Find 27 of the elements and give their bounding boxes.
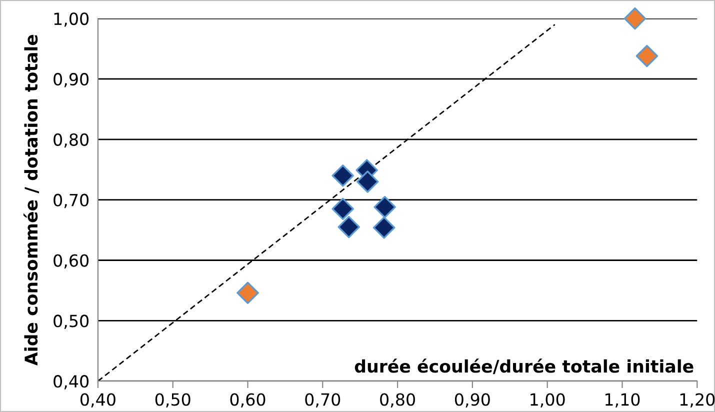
point — [624, 7, 646, 30]
point — [372, 216, 396, 239]
x-tick-label: 0,80 — [380, 393, 415, 408]
y-tick-label: 0,40 — [54, 375, 89, 390]
y-tick-label: 0,90 — [54, 72, 89, 88]
y-tick-label: 0,70 — [54, 194, 89, 208]
y-tick-label: 1,00 — [54, 12, 89, 27]
y-tick-label: 0,80 — [54, 133, 89, 148]
point — [332, 198, 354, 220]
x-tick-label: 0,60 — [230, 393, 266, 408]
x-tick-label: 1,10 — [606, 393, 640, 408]
x-tick-label: 1,20 — [680, 393, 715, 408]
x-tick-label: 0,40 — [80, 393, 116, 408]
x-tick-label: 0,90 — [454, 393, 490, 408]
point — [356, 170, 379, 193]
x-tick-label: 0,50 — [155, 393, 190, 408]
point — [236, 282, 259, 304]
point — [374, 196, 396, 218]
y-axis-title: Aide consommée / dotation totale — [24, 34, 40, 366]
point — [636, 44, 658, 68]
point — [332, 164, 354, 187]
y-tick-label: 0,50 — [54, 314, 89, 329]
x-tick-label: 1,00 — [530, 393, 565, 408]
x-axis-title: durée écoulée/durée totale initiale — [354, 358, 694, 374]
x-tick-label: 0,70 — [305, 393, 340, 408]
y-tick-label: 0,60 — [54, 254, 89, 269]
point — [338, 216, 360, 238]
